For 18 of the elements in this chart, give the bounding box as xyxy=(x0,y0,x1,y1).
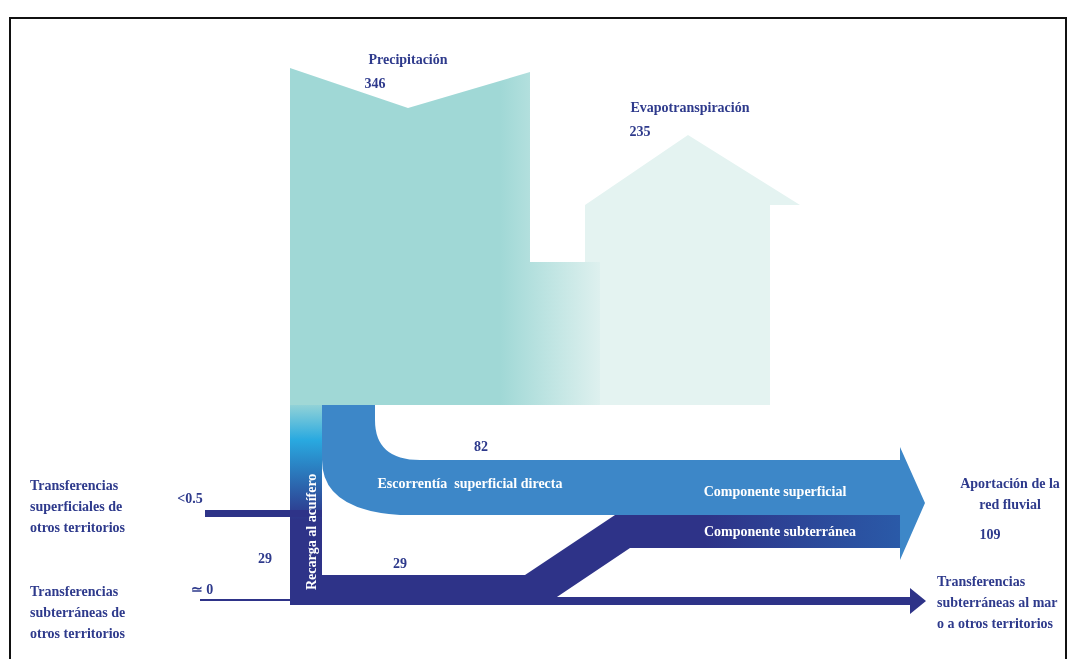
data-label: 235 xyxy=(629,123,651,139)
data-label: 29 xyxy=(258,550,272,566)
text: 29 xyxy=(393,555,407,571)
data-label: 109 xyxy=(979,526,1001,542)
category-label: Evapotranspiración xyxy=(630,99,750,115)
category-label: Transferencias subterráneas al mar o a otros territorios xyxy=(937,573,1058,631)
category-label: Transferencias subterráneas de otros territorios xyxy=(30,583,126,641)
text: Componente superficial xyxy=(703,483,847,499)
category-label: Aportación de la red fluvial xyxy=(960,475,1060,512)
category-label: Escorrentía superficial directa xyxy=(377,475,563,491)
text: Componente subterránea xyxy=(703,523,857,539)
category-label: Recarga al acuífero xyxy=(303,473,319,590)
text: ≃ 0 xyxy=(190,581,214,597)
text: <0.5 xyxy=(177,490,203,506)
category-label: Transferencias superficiales de otros territorios xyxy=(30,477,126,535)
data-label: 82 xyxy=(474,438,488,454)
data-label: 346 xyxy=(364,75,386,91)
category-label: Precipitación xyxy=(368,51,448,67)
